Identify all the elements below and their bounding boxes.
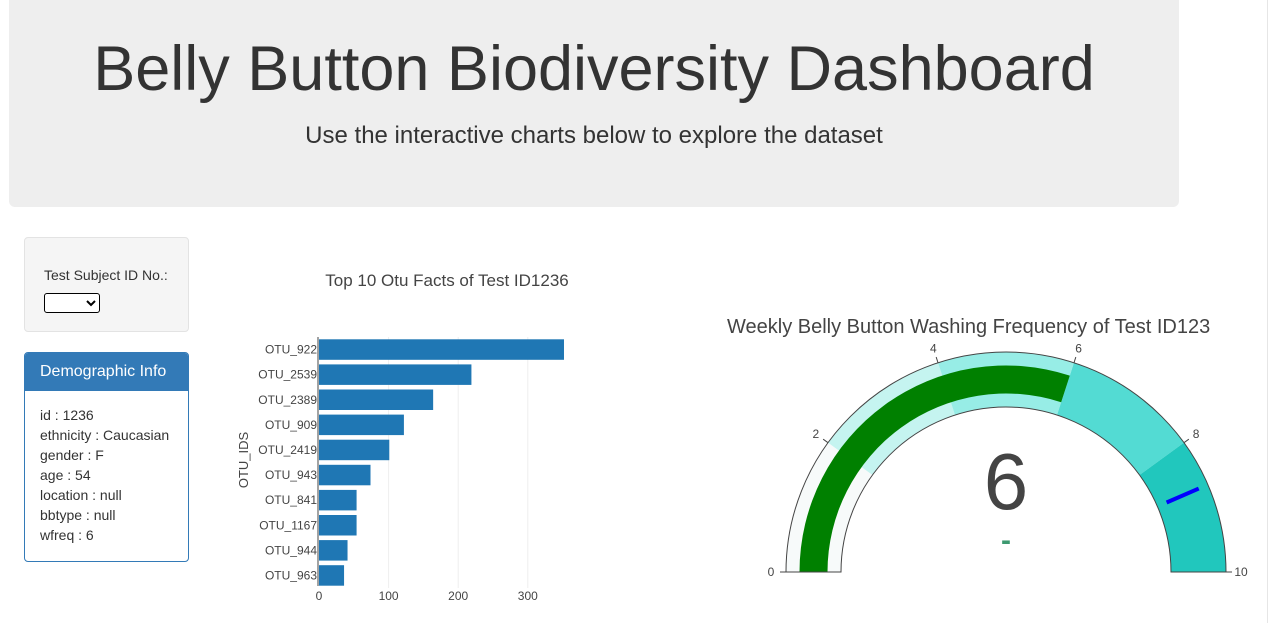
gauge-tick-label: 8 <box>1193 427 1200 441</box>
gauge-bar-fill <box>799 365 1070 572</box>
demographic-row: bbtype : null <box>40 507 116 523</box>
subject-id-select[interactable] <box>44 293 100 313</box>
bar-y-tick-label: OTU_841 <box>265 493 317 507</box>
header-jumbotron: Belly Button Biodiversity Dashboard Use … <box>9 0 1179 207</box>
subject-selector-well: Test Subject ID No.: <box>24 237 189 332</box>
demographic-row: age : 54 <box>40 467 91 483</box>
bar-x-tick-label: 200 <box>448 589 468 603</box>
bar-y-tick-label: OTU_2389 <box>258 393 317 407</box>
gauge-threshold-marker <box>1165 486 1200 505</box>
gauge-tick-label: 0 <box>768 565 775 579</box>
gauge-tick <box>1183 438 1190 444</box>
demographic-info-heading: Demographic Info <box>25 353 188 391</box>
gauge-tick <box>1073 356 1077 363</box>
otu-bar-chart[interactable]: Top 10 Otu Facts of Test ID1236 OTU_IDS … <box>225 255 625 610</box>
bar-y-tick-label: OTU_943 <box>265 468 317 482</box>
gauge-delta-indicator: - <box>1001 524 1011 557</box>
demographic-row: location : null <box>40 487 122 503</box>
bar-x-tick-label: 100 <box>379 589 399 603</box>
gauge-step <box>1139 442 1226 572</box>
bar-chart-x-ticks: 0 100 200 300 <box>316 589 538 603</box>
bar-chart-y-ticks: OTU_922 OTU_2539 OTU_2389 OTU_909 OTU_2419 OT… <box>258 343 317 583</box>
page-title: Belly Button Biodiversity Dashboard <box>93 34 1095 104</box>
bar-otu-963[interactable] <box>319 565 345 586</box>
bar-otu-2389[interactable] <box>319 389 434 411</box>
gauge-tick <box>935 356 939 363</box>
page-subtitle: Use the interactive charts below to expl… <box>305 122 883 149</box>
bar-otu-841[interactable] <box>319 489 357 511</box>
gauge-threshold-line <box>1165 486 1200 505</box>
bar-otu-909[interactable] <box>319 414 404 436</box>
bar-otu-1167[interactable] <box>319 515 357 536</box>
bar-x-tick-label: 0 <box>316 589 323 603</box>
gauge-outline <box>785 351 1227 573</box>
bar-y-tick-label: OTU_944 <box>265 543 317 557</box>
gauge-tick-label: 4 <box>930 342 937 356</box>
gauge-ticks: 0 2 4 6 8 10 <box>768 342 1248 579</box>
demographic-info-body: id : 1236 ethnicity : Caucasian gender : F… <box>25 391 188 545</box>
gauge-tick-label: 2 <box>813 427 820 441</box>
bar-otu-2539[interactable] <box>319 364 472 385</box>
bar-y-tick-label: OTU_963 <box>265 568 317 582</box>
bar-chart-title: Top 10 Otu Facts of Test ID1236 <box>325 271 569 290</box>
gauge-step <box>1056 362 1184 476</box>
gauge-tick <box>822 438 829 444</box>
demographic-row: ethnicity : Caucasian <box>40 427 170 443</box>
demographic-row: wfreq : 6 <box>40 527 94 543</box>
bar-chart-bars <box>319 339 564 586</box>
subject-id-label: Test Subject ID No.: <box>44 267 168 283</box>
bar-otu-943[interactable] <box>319 464 371 486</box>
gauge-border <box>785 351 1227 573</box>
washing-frequency-gauge[interactable]: Weekly Belly Button Washing Frequency of… <box>720 305 1267 595</box>
bar-y-tick-label: OTU_2419 <box>258 443 317 457</box>
bar-otu-922[interactable] <box>319 339 564 360</box>
page-scrollbar-edge <box>1267 0 1268 623</box>
bar-y-tick-label: OTU_1167 <box>259 518 317 532</box>
demographic-info-panel: Demographic Info id : 1236 ethnicity : Ca… <box>24 352 189 562</box>
gauge-tick-label: 10 <box>1234 565 1248 579</box>
bar-otu-944[interactable] <box>319 540 348 561</box>
gauge-value-bar <box>799 365 1070 572</box>
bar-chart-ylabel: OTU_IDS <box>236 432 251 489</box>
bar-y-tick-label: OTU_2539 <box>258 368 317 382</box>
demographic-row: id : 1236 <box>40 407 94 423</box>
gauge-value-number: 6 <box>984 437 1029 526</box>
gauge-tick-label: 6 <box>1075 342 1082 356</box>
demographic-row: gender : F <box>40 447 104 463</box>
bar-x-tick-label: 300 <box>518 589 538 603</box>
bar-y-tick-label: OTU_922 <box>265 343 317 357</box>
bar-otu-2419[interactable] <box>319 439 390 461</box>
bar-y-tick-label: OTU_909 <box>265 418 317 432</box>
gauge-title: Weekly Belly Button Washing Frequency of… <box>727 316 1210 338</box>
